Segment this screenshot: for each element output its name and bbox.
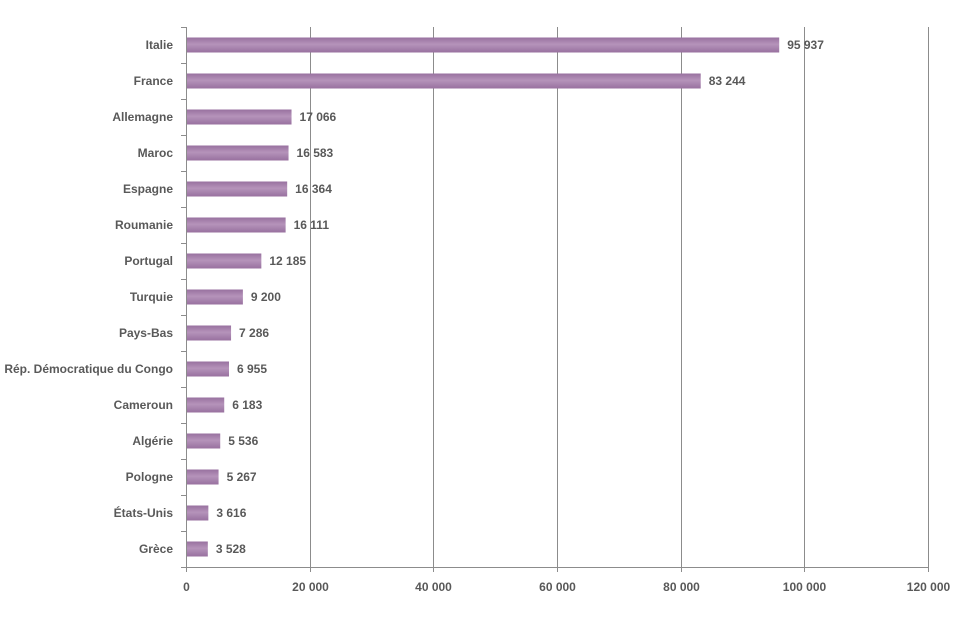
value-label: 3 616	[216, 506, 246, 520]
category-label: Maroc	[138, 146, 174, 160]
category-label: Turquie	[130, 290, 173, 304]
bar	[187, 469, 219, 485]
bar	[187, 433, 221, 449]
value-label: 3 528	[216, 542, 246, 556]
value-label: 7 286	[239, 326, 269, 340]
value-label: 5 536	[228, 434, 258, 448]
value-label: 95 937	[787, 38, 824, 52]
category-label: Cameroun	[114, 398, 173, 412]
x-tick-label: 0	[183, 580, 190, 594]
x-tick-label: 120 000	[907, 580, 951, 594]
value-label: 16 364	[295, 182, 332, 196]
bar	[187, 37, 780, 53]
x-tick-label: 100 000	[783, 580, 827, 594]
category-label: Italie	[146, 38, 174, 52]
x-tick-label: 80 000	[663, 580, 700, 594]
x-tick-labels: 0 20 000 40 000 60 000 80 000 100 000 120 000	[183, 580, 950, 594]
value-label: 6 183	[232, 398, 262, 412]
category-label: Pologne	[126, 470, 174, 484]
gridlines	[310, 27, 929, 567]
bar	[187, 145, 289, 161]
x-tick-label: 20 000	[292, 580, 329, 594]
bar	[187, 109, 292, 125]
x-tick-label: 40 000	[415, 580, 452, 594]
category-label: Algérie	[132, 434, 173, 448]
value-labels: 95 937 83 244 17 066 16 583 16 364 16 111 12 1…	[216, 38, 824, 556]
category-label: France	[134, 74, 174, 88]
bar	[187, 541, 208, 557]
category-label: Espagne	[123, 182, 173, 196]
bar	[187, 73, 701, 89]
bar	[187, 181, 288, 197]
bar	[187, 325, 232, 341]
value-label: 83 244	[709, 74, 746, 88]
value-label: 17 066	[300, 110, 337, 124]
category-label: Roumanie	[115, 218, 173, 232]
category-label: Grèce	[139, 542, 173, 556]
bar	[187, 505, 209, 521]
bar	[187, 253, 262, 269]
category-label: Rép. Démocratique du Congo	[4, 362, 173, 376]
category-label: Pays-Bas	[119, 326, 173, 340]
bars	[187, 37, 780, 557]
value-label: 16 583	[297, 146, 334, 160]
x-tick-label: 60 000	[539, 580, 576, 594]
value-label: 5 267	[227, 470, 257, 484]
value-label: 16 111	[294, 218, 330, 232]
bar	[187, 217, 286, 233]
category-labels: Italie France Allemagne Maroc Espagne Roumani…	[4, 38, 173, 556]
value-label: 9 200	[251, 290, 281, 304]
bar	[187, 289, 243, 305]
bar	[187, 397, 225, 413]
category-label: Allemagne	[112, 110, 173, 124]
bar	[187, 361, 230, 377]
value-label: 12 185	[269, 254, 306, 268]
category-label: Portugal	[124, 254, 173, 268]
value-label: 6 955	[237, 362, 267, 376]
axes	[181, 27, 929, 572]
category-label: États-Unis	[114, 505, 174, 520]
